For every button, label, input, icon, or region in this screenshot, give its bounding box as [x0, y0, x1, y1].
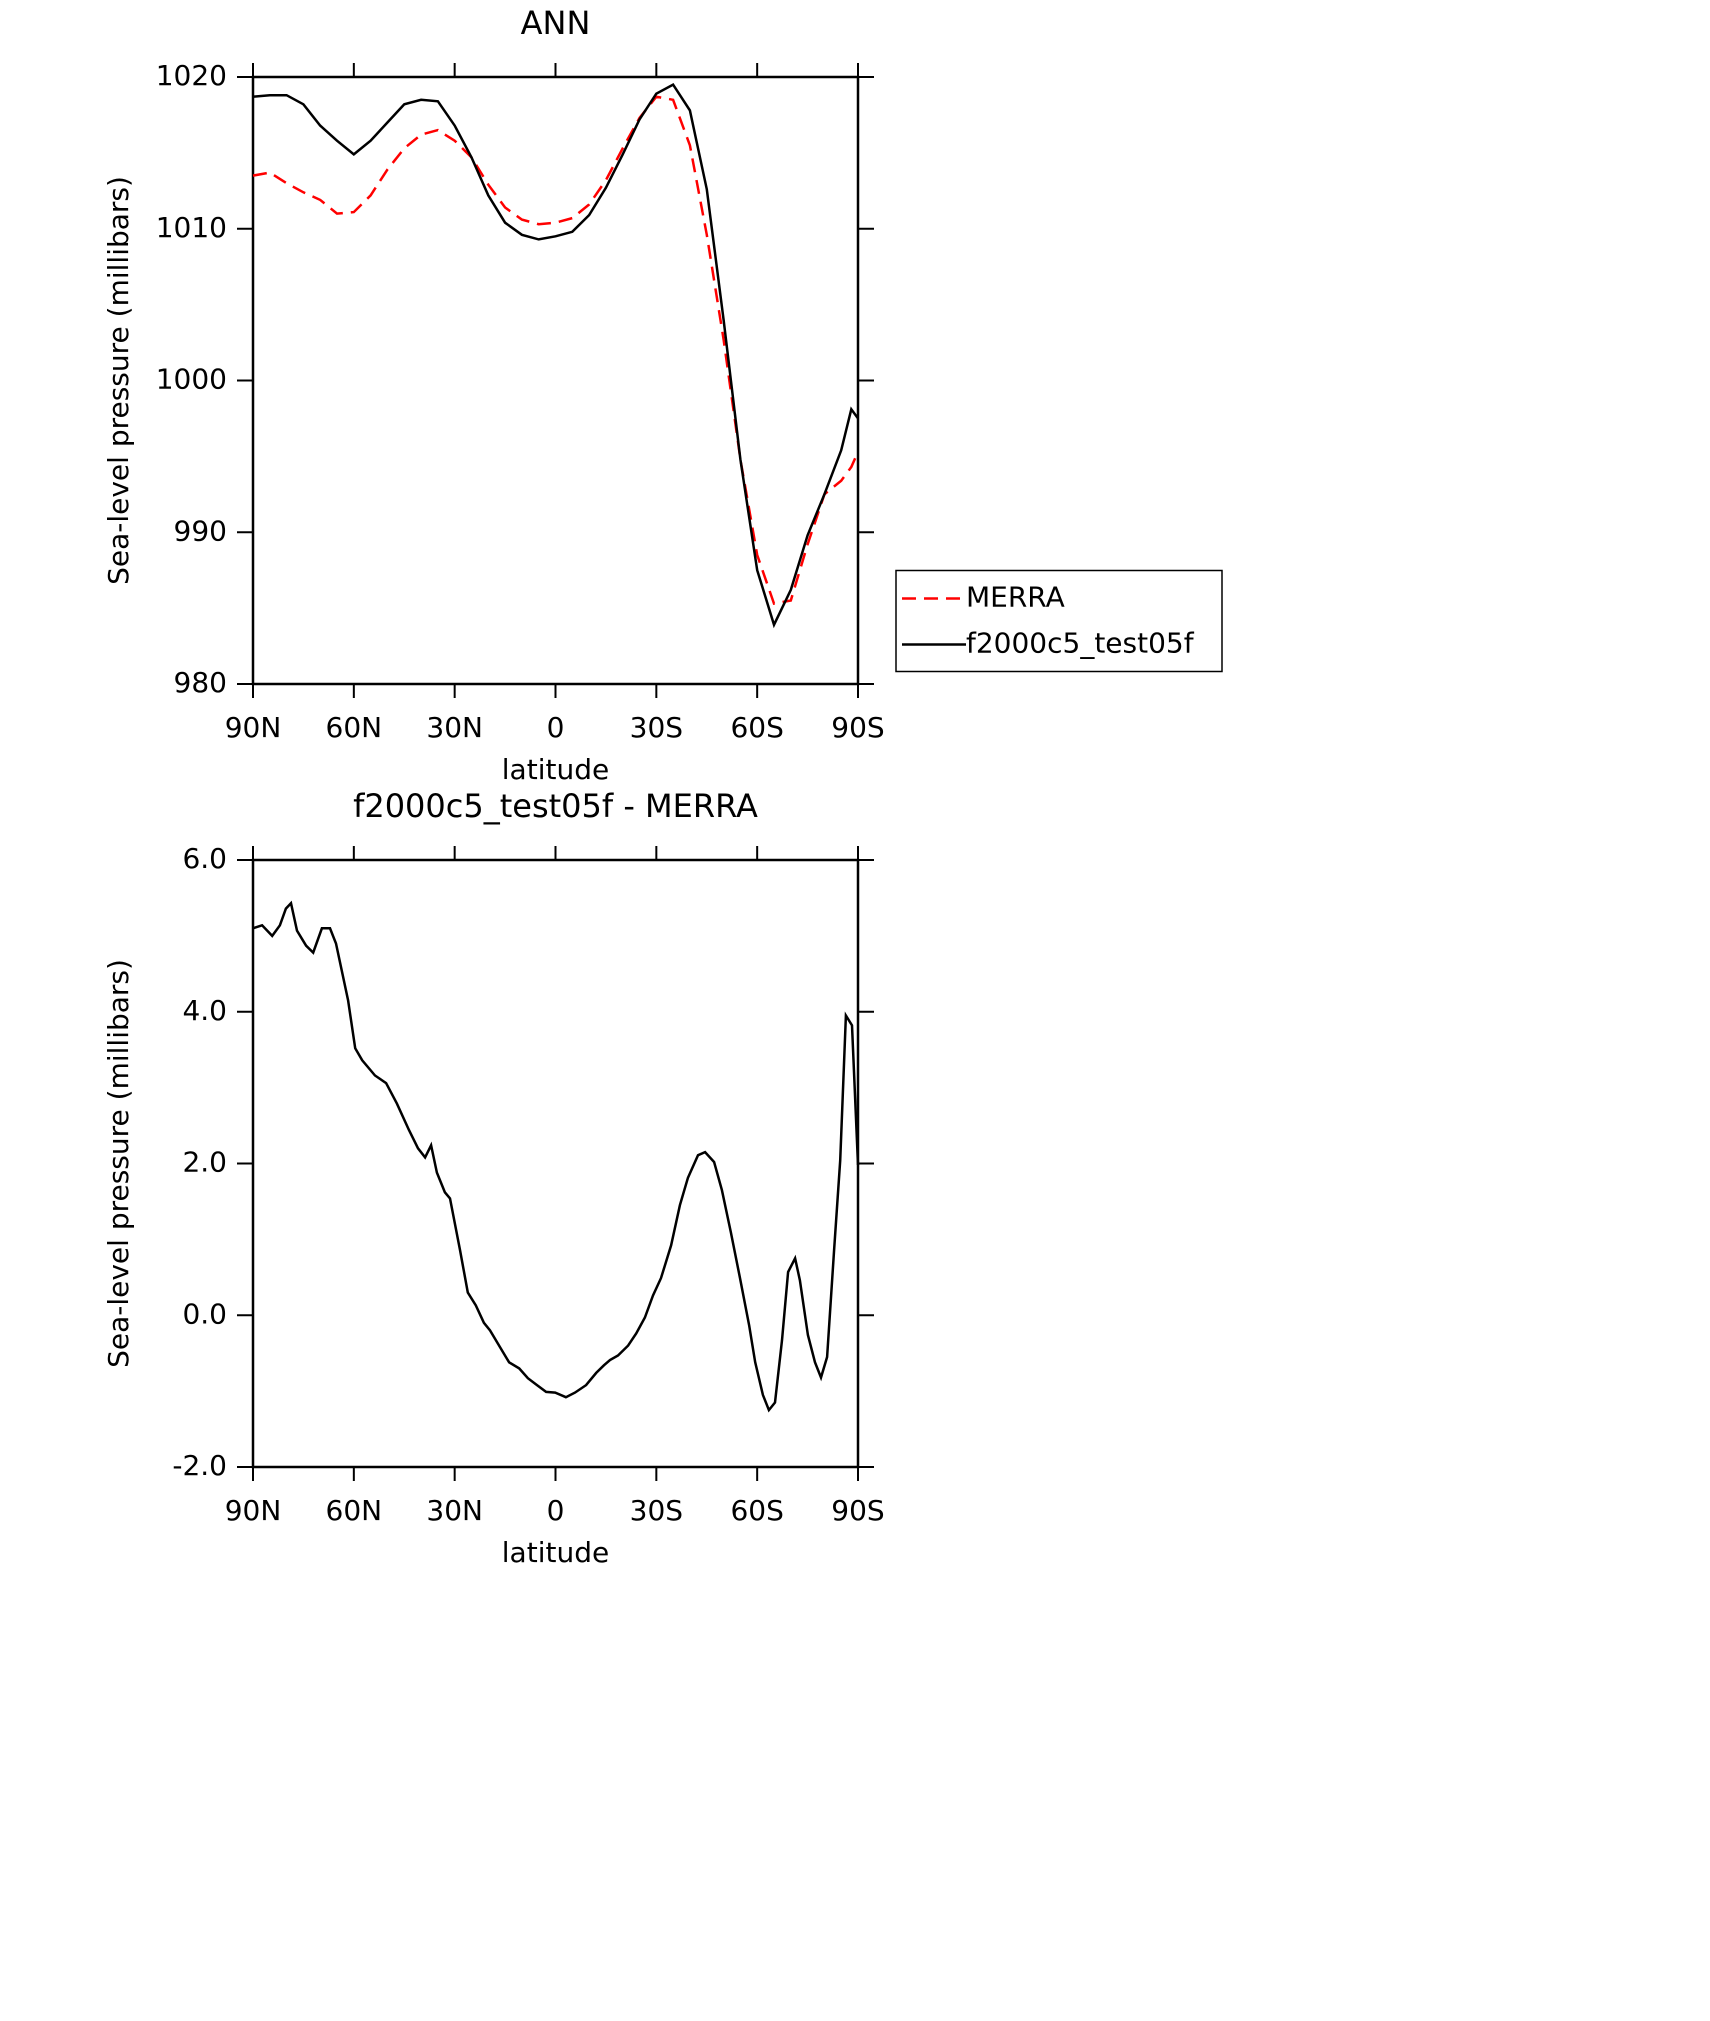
- data-line: [252, 900, 860, 1413]
- legend-box: [895, 569, 1223, 673]
- x-tick-label: 60S: [730, 1494, 783, 1527]
- y-tick-label: -2.0: [172, 1449, 227, 1482]
- x-axis-label: latitude: [502, 753, 609, 786]
- legend-label: f2000c5_test05f: [966, 627, 1195, 660]
- y-tick-label: 980: [174, 666, 227, 699]
- x-tick-label: 0: [547, 1494, 565, 1527]
- y-axis-label: Sea-level pressure (millibars): [102, 176, 135, 585]
- y-tick-label: 2.0: [182, 1146, 227, 1179]
- x-tick-label: 30S: [630, 711, 683, 744]
- x-tick-label: 90N: [225, 1494, 282, 1527]
- y-tick-label: 6.0: [182, 842, 227, 875]
- y-tick-label: 4.0: [182, 994, 227, 1027]
- plot-frame: [251, 858, 860, 1469]
- data-line: [252, 95, 860, 606]
- x-axis-label: latitude: [502, 1536, 609, 1569]
- x-tick-label: 60N: [326, 711, 383, 744]
- y-tick-label: 1010: [156, 211, 227, 244]
- x-tick-label: 30N: [426, 711, 483, 744]
- y-tick-label: 1020: [156, 59, 227, 92]
- x-tick-label: 30S: [630, 1494, 683, 1527]
- x-tick-label: 0: [547, 711, 565, 744]
- x-tick-label: 30N: [426, 1494, 483, 1527]
- legend-label: MERRA: [966, 581, 1065, 614]
- y-tick-label: 990: [174, 514, 227, 547]
- y-tick-label: 0.0: [182, 1297, 227, 1330]
- y-axis-label: Sea-level pressure (millibars): [102, 959, 135, 1368]
- x-tick-label: 90S: [831, 1494, 884, 1527]
- plot-frame: [251, 75, 860, 686]
- data-line: [252, 82, 860, 629]
- chart-title: f2000c5_test05f - MERRA: [353, 787, 758, 825]
- chart-title: ANN: [521, 4, 591, 42]
- x-tick-label: 60N: [326, 1494, 383, 1527]
- y-tick-label: 1000: [156, 363, 227, 396]
- x-tick-label: 90S: [831, 711, 884, 744]
- x-tick-label: 60S: [730, 711, 783, 744]
- x-tick-label: 90N: [225, 711, 282, 744]
